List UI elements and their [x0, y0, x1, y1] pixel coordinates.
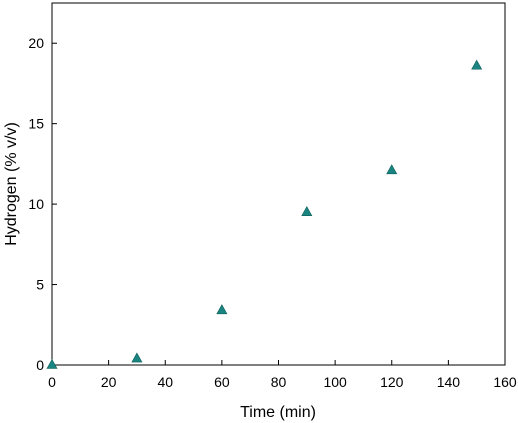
y-tick-label: 10 — [28, 196, 44, 212]
plot-frame — [51, 2, 506, 366]
y-axis: 0 5 10 15 20 — [28, 35, 57, 373]
data-point — [471, 59, 483, 70]
y-tick-label: 0 — [36, 357, 44, 373]
y-tick-label: 5 — [36, 277, 44, 293]
data-points — [46, 59, 483, 369]
y-axis-title: Hydrogen (% v/v) — [3, 122, 20, 246]
y-tick-label: 15 — [28, 116, 44, 132]
x-tick-label: 0 — [48, 374, 56, 390]
data-point — [46, 358, 58, 369]
x-tick-label: 40 — [157, 374, 173, 390]
x-tick-label: 80 — [271, 374, 287, 390]
x-tick-label: 140 — [437, 374, 461, 390]
x-tick-label: 100 — [323, 374, 347, 390]
y-tick-label: 20 — [28, 35, 44, 51]
data-point — [216, 304, 228, 315]
x-axis-title: Time (min) — [240, 404, 316, 421]
data-point — [131, 352, 143, 363]
x-tick-label: 160 — [493, 374, 517, 390]
x-tick-label: 20 — [101, 374, 117, 390]
data-point — [301, 206, 313, 216]
data-point — [386, 164, 398, 175]
x-tick-label: 60 — [214, 374, 230, 390]
x-axis: 0 20 40 60 80 100 120 140 160 — [48, 360, 517, 390]
x-tick-label: 120 — [380, 374, 404, 390]
